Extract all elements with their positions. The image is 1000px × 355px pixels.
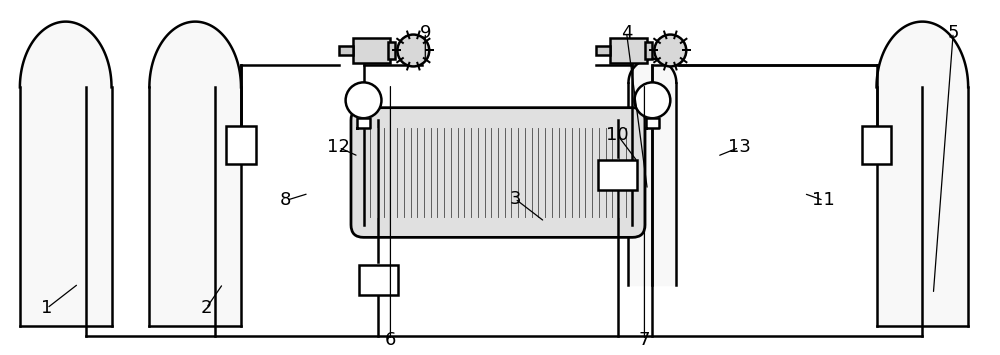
Bar — [226, 126, 256, 164]
Bar — [359, 265, 398, 295]
Text: 13: 13 — [728, 138, 750, 157]
Text: 3: 3 — [509, 190, 521, 208]
Polygon shape — [628, 67, 676, 285]
Text: 12: 12 — [327, 138, 350, 157]
Polygon shape — [877, 87, 968, 326]
Text: 11: 11 — [812, 191, 835, 209]
Bar — [862, 126, 891, 164]
Circle shape — [346, 82, 381, 118]
Circle shape — [634, 82, 670, 118]
Polygon shape — [628, 59, 676, 83]
Circle shape — [654, 34, 686, 66]
FancyBboxPatch shape — [351, 108, 645, 237]
Bar — [596, 45, 610, 55]
Text: 9: 9 — [420, 23, 431, 42]
Text: 4: 4 — [621, 23, 632, 42]
Text: 1: 1 — [41, 299, 52, 317]
Polygon shape — [646, 118, 659, 128]
Text: 8: 8 — [280, 191, 292, 209]
Text: 2: 2 — [200, 299, 212, 317]
Circle shape — [397, 34, 429, 66]
Text: 7: 7 — [639, 331, 650, 349]
Bar — [598, 160, 637, 190]
Polygon shape — [20, 22, 112, 87]
Polygon shape — [20, 87, 112, 326]
Bar — [610, 38, 647, 64]
Text: 10: 10 — [606, 126, 629, 144]
Polygon shape — [357, 118, 370, 128]
Polygon shape — [877, 22, 968, 87]
Bar — [388, 42, 395, 60]
Bar — [645, 42, 652, 60]
Bar — [339, 45, 353, 55]
Polygon shape — [149, 87, 241, 326]
Text: 6: 6 — [385, 331, 396, 349]
Bar — [353, 38, 390, 64]
Polygon shape — [149, 22, 241, 87]
Text: 5: 5 — [947, 23, 959, 42]
